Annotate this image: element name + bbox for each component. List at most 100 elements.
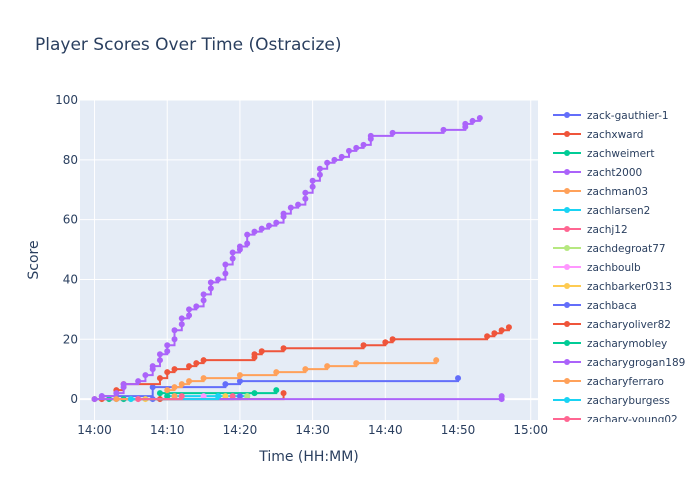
x-tick-label: 14:40	[368, 423, 403, 437]
data-point	[164, 348, 171, 355]
data-point	[302, 366, 309, 373]
legend-label: zachman03	[587, 186, 648, 198]
legend-swatch-marker	[564, 245, 570, 251]
data-point	[171, 327, 178, 334]
data-point	[251, 390, 258, 397]
legend-label: zacharyburgess	[587, 395, 670, 407]
data-point	[367, 132, 374, 139]
data-point	[229, 249, 236, 256]
data-point	[193, 360, 200, 367]
data-point	[200, 297, 207, 304]
data-point	[258, 348, 265, 355]
data-point	[120, 381, 127, 388]
data-point	[345, 147, 352, 154]
data-point	[273, 369, 280, 376]
data-point	[382, 339, 389, 346]
data-point	[149, 384, 156, 391]
data-point	[309, 177, 316, 184]
legend-swatch-marker	[564, 359, 570, 365]
legend-label: zachdegroat77	[587, 243, 666, 255]
data-point	[215, 276, 222, 283]
data-point	[324, 159, 331, 166]
y-tick-label: 60	[63, 213, 78, 227]
data-point	[331, 156, 338, 163]
data-point	[207, 279, 214, 286]
data-point	[91, 396, 98, 403]
x-tick-label: 14:00	[77, 423, 112, 437]
data-point	[491, 330, 498, 337]
data-point	[186, 378, 193, 385]
data-point	[287, 204, 294, 211]
data-point	[498, 393, 505, 400]
legend-label: zachweimert	[587, 148, 654, 160]
data-point	[113, 390, 120, 397]
data-point	[498, 327, 505, 334]
data-point	[433, 357, 440, 364]
data-point	[236, 243, 243, 250]
data-point	[171, 336, 178, 343]
data-point	[222, 393, 229, 400]
legend-swatch-marker	[564, 264, 570, 270]
data-point	[135, 378, 142, 385]
data-point	[360, 342, 367, 349]
data-point	[389, 336, 396, 343]
data-point	[236, 372, 243, 379]
x-tick-label: 15:00	[513, 423, 548, 437]
data-point	[156, 351, 163, 358]
data-point	[353, 144, 360, 151]
data-point	[200, 291, 207, 298]
legend-label: zacharygrogan189	[587, 357, 685, 369]
data-point	[229, 255, 236, 262]
data-point	[295, 201, 302, 208]
legend-swatch-marker	[564, 283, 570, 289]
x-tick-label: 14:20	[223, 423, 258, 437]
data-point	[244, 240, 251, 247]
y-axis-label: Score	[26, 240, 42, 279]
data-point	[273, 219, 280, 226]
data-point	[389, 129, 396, 136]
y-tick-label: 40	[63, 272, 78, 286]
data-point	[280, 210, 287, 217]
data-point	[178, 315, 185, 322]
axes-layer: 0 20 40 60 80 100 14:00 14:10 14:20 14:30 14:40 14:…	[55, 93, 548, 437]
legend-swatch-marker	[564, 207, 570, 213]
legend: zack-gauthier-1 zachxward zachweimert zacht…	[553, 110, 685, 422]
data-point	[244, 231, 251, 238]
legend-swatch-marker	[564, 397, 570, 403]
data-point	[127, 396, 134, 403]
legend-label: zachbaca	[587, 300, 637, 312]
legend-label: zacharyoliver82	[587, 319, 671, 331]
data-point	[171, 393, 178, 400]
y-tick-label: 20	[63, 332, 78, 346]
data-point	[440, 126, 447, 133]
data-point	[229, 393, 236, 400]
chart-title: Player Scores Over Time (Ostracize)	[35, 35, 342, 55]
data-point	[164, 369, 171, 376]
data-point	[164, 387, 171, 394]
data-point	[171, 384, 178, 391]
data-point	[142, 372, 149, 379]
legend-label: zacharymobley	[587, 338, 667, 350]
legend-swatch-marker	[564, 188, 570, 194]
legend-label: zacht2000	[587, 167, 642, 179]
data-point	[186, 363, 193, 370]
data-point	[156, 390, 163, 397]
data-point	[98, 393, 105, 400]
data-point	[135, 396, 142, 403]
data-point	[236, 378, 243, 385]
legend-swatch-marker	[564, 416, 570, 422]
y-tick-label: 80	[63, 153, 78, 167]
plot-background	[80, 100, 538, 420]
legend-swatch-marker	[564, 302, 570, 308]
data-point	[113, 396, 120, 403]
data-point	[360, 141, 367, 148]
data-point	[316, 171, 323, 178]
legend-label: zacharyferraro	[587, 376, 664, 388]
legend-swatch-marker	[564, 169, 570, 175]
data-point	[193, 303, 200, 310]
x-tick-label: 14:50	[441, 423, 476, 437]
x-tick-label: 14:10	[150, 423, 185, 437]
y-tick-label: 100	[55, 93, 78, 107]
data-point	[353, 360, 360, 367]
